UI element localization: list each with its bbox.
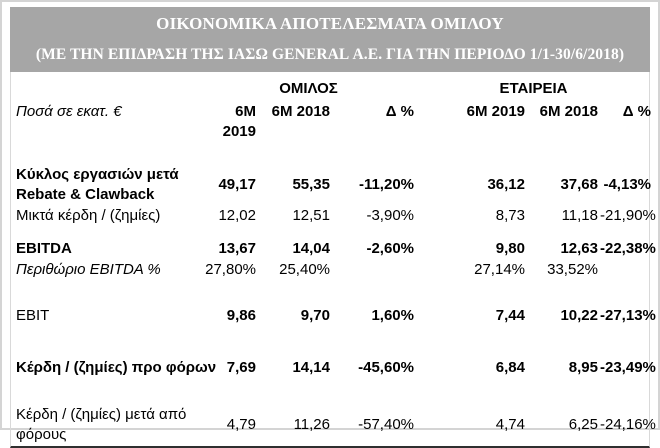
cell-value: -57,40% [358, 416, 414, 433]
table-row: Κύκλος εργασιών μετά Rebate & Clawback 49… [11, 143, 653, 206]
cell-value: -23,49% [600, 359, 656, 376]
cell-value: 9,80 [495, 240, 525, 257]
cell-value: 9,86 [226, 307, 256, 324]
row-label: EBIT [16, 307, 50, 324]
table-row: Κέρδη / (ζημίες) προ φόρων 7,69 14,14 -45,6… [11, 327, 656, 379]
row-label: Κύκλος εργασιών μετά Rebate & Clawback [16, 166, 179, 203]
col-header-delta-etaireia: Δ % [622, 103, 651, 120]
cell-value: 14,14 [292, 359, 330, 376]
cell-value: 4,79 [226, 416, 256, 433]
results-table-container: ΟΜΙΛΟΣ ΕΤΑΙΡΕΙΑ Ποσά σε εκατ. € 6M 2019 … [10, 72, 656, 448]
cell-value: 4,74 [495, 416, 525, 433]
row-label: EBITDA [16, 240, 72, 257]
row-label: Κέρδη / (ζημίες) προ φόρων [16, 359, 217, 376]
cell-value: -24,16% [600, 416, 656, 433]
cell-value: 9,70 [300, 307, 330, 324]
cell-value: 27,14% [474, 261, 525, 278]
cell-value: -3,90% [366, 207, 414, 224]
cell-value: 13,67 [218, 240, 256, 257]
table-section: Κέρδη / (ζημίες) μετά από φόρους 4,79 11,2… [11, 379, 656, 446]
cell-value: 8,95 [568, 359, 598, 376]
cell-value [332, 260, 416, 281]
cell-value: 27,80% [205, 261, 256, 278]
cell-value: -2,60% [366, 240, 414, 257]
cell-value: 1,60% [371, 307, 414, 324]
table-row: Κέρδη / (ζημίες) μετά από φόρους 4,79 11,2… [11, 379, 656, 446]
group-header-row: ΟΜΙΛΟΣ ΕΤΑΙΡΕΙΑ [11, 72, 653, 102]
col-header-6m2019-omilos: 6M 2019 [222, 103, 256, 140]
cell-value: 10,22 [560, 307, 598, 324]
table-section: Κύκλος εργασιών μετά Rebate & Clawback 49… [11, 143, 656, 227]
cell-value: 37,68 [560, 176, 598, 193]
cell-value: 55,35 [292, 176, 330, 193]
cell-value: 12,63 [560, 240, 598, 257]
cell-value: -45,60% [358, 359, 414, 376]
row-label: Μικτά κέρδη / (ζημίες) [16, 207, 161, 224]
table-section: Κέρδη / (ζημίες) προ φόρων 7,69 14,14 -45,6… [11, 327, 656, 379]
cell-value: -22,38% [600, 240, 656, 257]
table-row: EBITDA 13,67 14,04 -2,60% 9,80 12,63 -22,38% [11, 227, 656, 260]
col-header-delta-omilos: Δ % [385, 103, 414, 120]
table-row: Μικτά κέρδη / (ζημίες) 12,02 12,51 -3,90% 8,… [11, 206, 656, 227]
column-header-row: Ποσά σε εκατ. € 6M 2019 6M 2018 Δ % 6M 2… [11, 102, 653, 143]
cell-value: 6,25 [568, 416, 598, 433]
report-subtitle: (ΜΕ ΤΗΝ ΕΠΙΔΡΑΣΗ ΤΗΣ ΙΑΣΩ GENERAL Α.Ε. Γ… [35, 46, 625, 63]
cell-value: 49,17 [218, 176, 256, 193]
report-header: ΟΙΚΟΝΟΜΙΚΑ ΑΠΟΤΕΛΕΣΜΑΤΑ ΟΜΙΛΟΥ (ΜΕ ΤΗΝ Ε… [10, 7, 650, 72]
col-header-6m2018-omilos: 6M 2018 [271, 103, 330, 120]
results-table: ΟΜΙΛΟΣ ΕΤΑΙΡΕΙΑ Ποσά σε εκατ. € 6M 2019 … [11, 72, 656, 446]
table-row: EBIT 9,86 9,70 1,60% 7,44 10,22 -27,13% [11, 281, 656, 327]
cell-value: -11,20% [358, 176, 414, 193]
col-header-6m2019-etaireia: 6M 2019 [466, 103, 525, 120]
cell-value: 25,40% [279, 261, 330, 278]
cell-value: 12,51 [292, 207, 330, 224]
group-header-omilos: ΟΜΙΛΟΣ [279, 80, 338, 97]
unit-label: Ποσά σε εκατ. € [16, 103, 122, 120]
cell-value [600, 260, 653, 281]
cell-value: 11,18 [561, 207, 598, 224]
cell-value: 11,26 [293, 416, 330, 433]
cell-value: 8,73 [495, 207, 525, 224]
cell-value: 7,44 [495, 307, 525, 324]
cell-value: 6,84 [495, 359, 525, 376]
table-row: Περιθώριο EBITDA % 27,80% 25,40% 27,14% 33,5… [11, 260, 653, 281]
group-header-etaireia: ΕΤΑΙΡΕΙΑ [499, 80, 568, 97]
cell-value: 7,69 [226, 359, 256, 376]
row-label: Κέρδη / (ζημίες) μετά από φόρους [16, 406, 187, 443]
row-label: Περιθώριο EBITDA % [16, 261, 161, 278]
col-header-6m2018-etaireia: 6M 2018 [539, 103, 598, 120]
table-section: EBITDA 13,67 14,04 -2,60% 9,80 12,63 -22,38% Πε… [11, 227, 656, 281]
cell-value: -21,90% [600, 207, 656, 224]
cell-value: 12,02 [218, 207, 256, 224]
report-title: ΟΙΚΟΝΟΜΙΚΑ ΑΠΟΤΕΛΕΣΜΑΤΑ ΟΜΙΛΟΥ [156, 14, 504, 33]
cell-value: -4,13% [603, 176, 651, 193]
cell-value: 36,12 [487, 176, 525, 193]
cell-value: 33,52% [547, 261, 598, 278]
table-head: ΟΜΙΛΟΣ ΕΤΑΙΡΕΙΑ Ποσά σε εκατ. € 6M 2019 … [11, 72, 653, 143]
cell-value: 14,04 [292, 240, 330, 257]
cell-value: -27,13% [600, 307, 656, 324]
table-section: EBIT 9,86 9,70 1,60% 7,44 10,22 -27,13% [11, 281, 656, 327]
group-header-spacer [11, 72, 203, 102]
